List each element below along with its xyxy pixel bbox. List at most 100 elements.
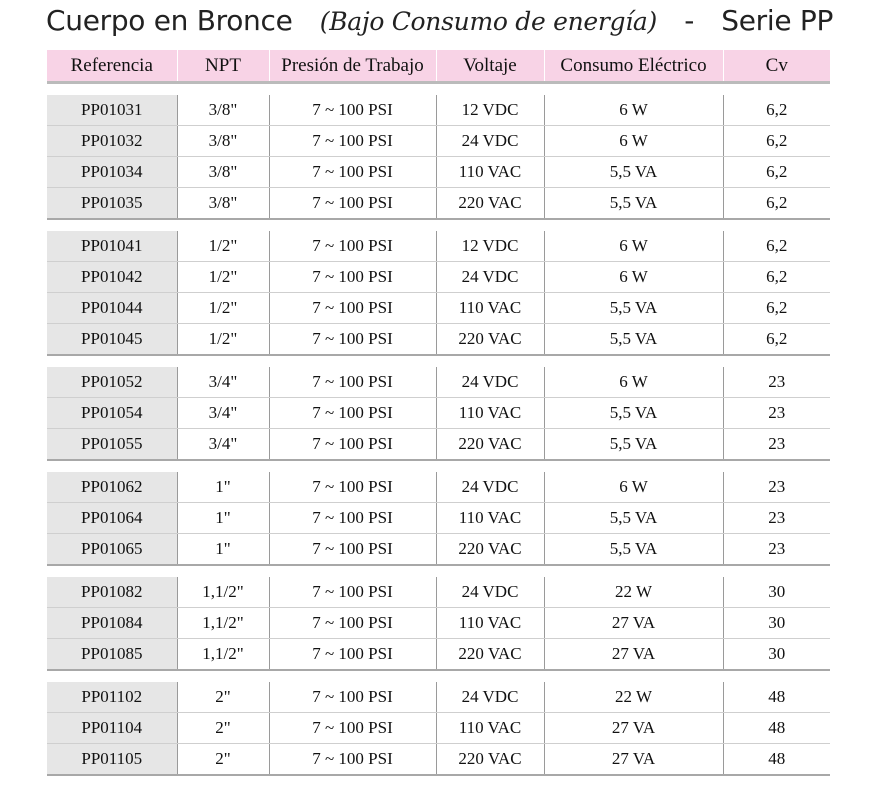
presion-cell: 7 ~ 100 PSI (269, 682, 437, 713)
consumo-cell: 27 VA (544, 638, 724, 671)
presion-cell: 7 ~ 100 PSI (269, 607, 437, 639)
referencia-cell: PP01084 (47, 607, 178, 639)
cv-cell: 30 (723, 607, 830, 639)
npt-cell: 1,1/2" (177, 577, 270, 608)
presion-cell: 7 ~ 100 PSI (269, 292, 437, 324)
cv-cell: 48 (723, 712, 830, 744)
table-row: PP01054 3/4" 7 ~ 100 PSI 110 VAC 5,5 VA 23 (47, 397, 830, 429)
header-presion: Presión de Trabajo (269, 50, 437, 84)
voltaje-cell: 110 VAC (436, 397, 545, 429)
table-row: PP01044 1/2" 7 ~ 100 PSI 110 VAC 5,5 VA 6,2 (47, 292, 830, 324)
referencia-cell: PP01055 (47, 428, 178, 461)
voltaje-cell: 24 VDC (436, 125, 545, 157)
separator-cell (47, 669, 830, 682)
consumo-cell: 5,5 VA (544, 323, 724, 356)
cv-cell: 6,2 (723, 187, 830, 220)
separator-cell (47, 354, 830, 367)
consumo-cell: 6 W (544, 95, 724, 126)
cv-cell: 6,2 (723, 231, 830, 262)
referencia-cell: PP01062 (47, 472, 178, 503)
header-row: Referencia NPT Presión de Trabajo Voltaj… (47, 50, 830, 84)
title-dash: - (684, 4, 695, 37)
referencia-cell: PP01041 (47, 231, 178, 262)
cv-cell: 6,2 (723, 125, 830, 157)
table-body: PP01031 3/8" 7 ~ 100 PSI 12 VDC 6 W 6,2 PP0103… (47, 82, 830, 776)
cv-cell: 30 (723, 577, 830, 608)
cv-cell: 6,2 (723, 292, 830, 324)
table-row: PP01102 2" 7 ~ 100 PSI 24 VDC 22 W 48 (47, 682, 830, 713)
npt-cell: 1/2" (177, 261, 270, 293)
header-referencia: Referencia (47, 50, 178, 84)
table-row: PP01084 1,1/2" 7 ~ 100 PSI 110 VAC 27 VA 30 (47, 607, 830, 639)
cv-cell: 23 (723, 472, 830, 503)
voltaje-cell: 24 VDC (436, 577, 545, 608)
cv-cell: 23 (723, 502, 830, 534)
npt-cell: 1,1/2" (177, 607, 270, 639)
page-title: Cuerpo en Bronce (Bajo Consumo de energí… (46, 4, 833, 44)
table-row: PP01045 1/2" 7 ~ 100 PSI 220 VAC 5,5 VA 6,2 (47, 323, 830, 356)
presion-cell: 7 ~ 100 PSI (269, 95, 437, 126)
consumo-cell: 22 W (544, 577, 724, 608)
consumo-cell: 5,5 VA (544, 533, 724, 566)
table-row: PP01065 1" 7 ~ 100 PSI 220 VAC 5,5 VA 23 (47, 533, 830, 566)
npt-cell: 1/2" (177, 292, 270, 324)
npt-cell: 1" (177, 472, 270, 503)
npt-cell: 2" (177, 743, 270, 776)
group-separator (47, 564, 830, 577)
voltaje-cell: 220 VAC (436, 428, 545, 461)
consumo-cell: 6 W (544, 125, 724, 157)
cv-cell: 6,2 (723, 323, 830, 356)
cv-cell: 23 (723, 533, 830, 566)
referencia-cell: PP01032 (47, 125, 178, 157)
presion-cell: 7 ~ 100 PSI (269, 743, 437, 776)
referencia-cell: PP01082 (47, 577, 178, 608)
voltaje-cell: 24 VDC (436, 367, 545, 398)
voltaje-cell: 110 VAC (436, 292, 545, 324)
npt-cell: 1/2" (177, 231, 270, 262)
voltaje-cell: 110 VAC (436, 502, 545, 534)
voltaje-cell: 12 VDC (436, 95, 545, 126)
voltaje-cell: 110 VAC (436, 712, 545, 744)
npt-cell: 1,1/2" (177, 638, 270, 671)
presion-cell: 7 ~ 100 PSI (269, 638, 437, 671)
consumo-cell: 6 W (544, 472, 724, 503)
presion-cell: 7 ~ 100 PSI (269, 533, 437, 566)
npt-cell: 2" (177, 712, 270, 744)
presion-cell: 7 ~ 100 PSI (269, 323, 437, 356)
table-row: PP01104 2" 7 ~ 100 PSI 110 VAC 27 VA 48 (47, 712, 830, 744)
referencia-cell: PP01035 (47, 187, 178, 220)
presion-cell: 7 ~ 100 PSI (269, 472, 437, 503)
consumo-cell: 6 W (544, 367, 724, 398)
consumo-cell: 27 VA (544, 743, 724, 776)
referencia-cell: PP01045 (47, 323, 178, 356)
voltaje-cell: 220 VAC (436, 323, 545, 356)
cv-cell: 48 (723, 743, 830, 776)
referencia-cell: PP01042 (47, 261, 178, 293)
header-cv: Cv (723, 50, 830, 84)
separator-cell (47, 564, 830, 577)
table-row: PP01052 3/4" 7 ~ 100 PSI 24 VDC 6 W 23 (47, 367, 830, 398)
voltaje-cell: 220 VAC (436, 638, 545, 671)
npt-cell: 3/4" (177, 397, 270, 429)
consumo-cell: 6 W (544, 231, 724, 262)
referencia-cell: PP01105 (47, 743, 178, 776)
group-separator (47, 354, 830, 367)
npt-cell: 1" (177, 502, 270, 534)
referencia-cell: PP01065 (47, 533, 178, 566)
header-voltaje: Voltaje (436, 50, 545, 84)
presion-cell: 7 ~ 100 PSI (269, 502, 437, 534)
cv-cell: 6,2 (723, 156, 830, 188)
consumo-cell: 5,5 VA (544, 156, 724, 188)
table-row: PP01041 1/2" 7 ~ 100 PSI 12 VDC 6 W 6,2 (47, 231, 830, 262)
referencia-cell: PP01102 (47, 682, 178, 713)
cv-cell: 23 (723, 428, 830, 461)
cv-cell: 23 (723, 397, 830, 429)
table-row: PP01064 1" 7 ~ 100 PSI 110 VAC 5,5 VA 23 (47, 502, 830, 534)
consumo-cell: 5,5 VA (544, 397, 724, 429)
presion-cell: 7 ~ 100 PSI (269, 231, 437, 262)
table-row: PP01031 3/8" 7 ~ 100 PSI 12 VDC 6 W 6,2 (47, 95, 830, 126)
referencia-cell: PP01034 (47, 156, 178, 188)
referencia-cell: PP01044 (47, 292, 178, 324)
npt-cell: 1" (177, 533, 270, 566)
table-row: PP01082 1,1/2" 7 ~ 100 PSI 24 VDC 22 W 30 (47, 577, 830, 608)
